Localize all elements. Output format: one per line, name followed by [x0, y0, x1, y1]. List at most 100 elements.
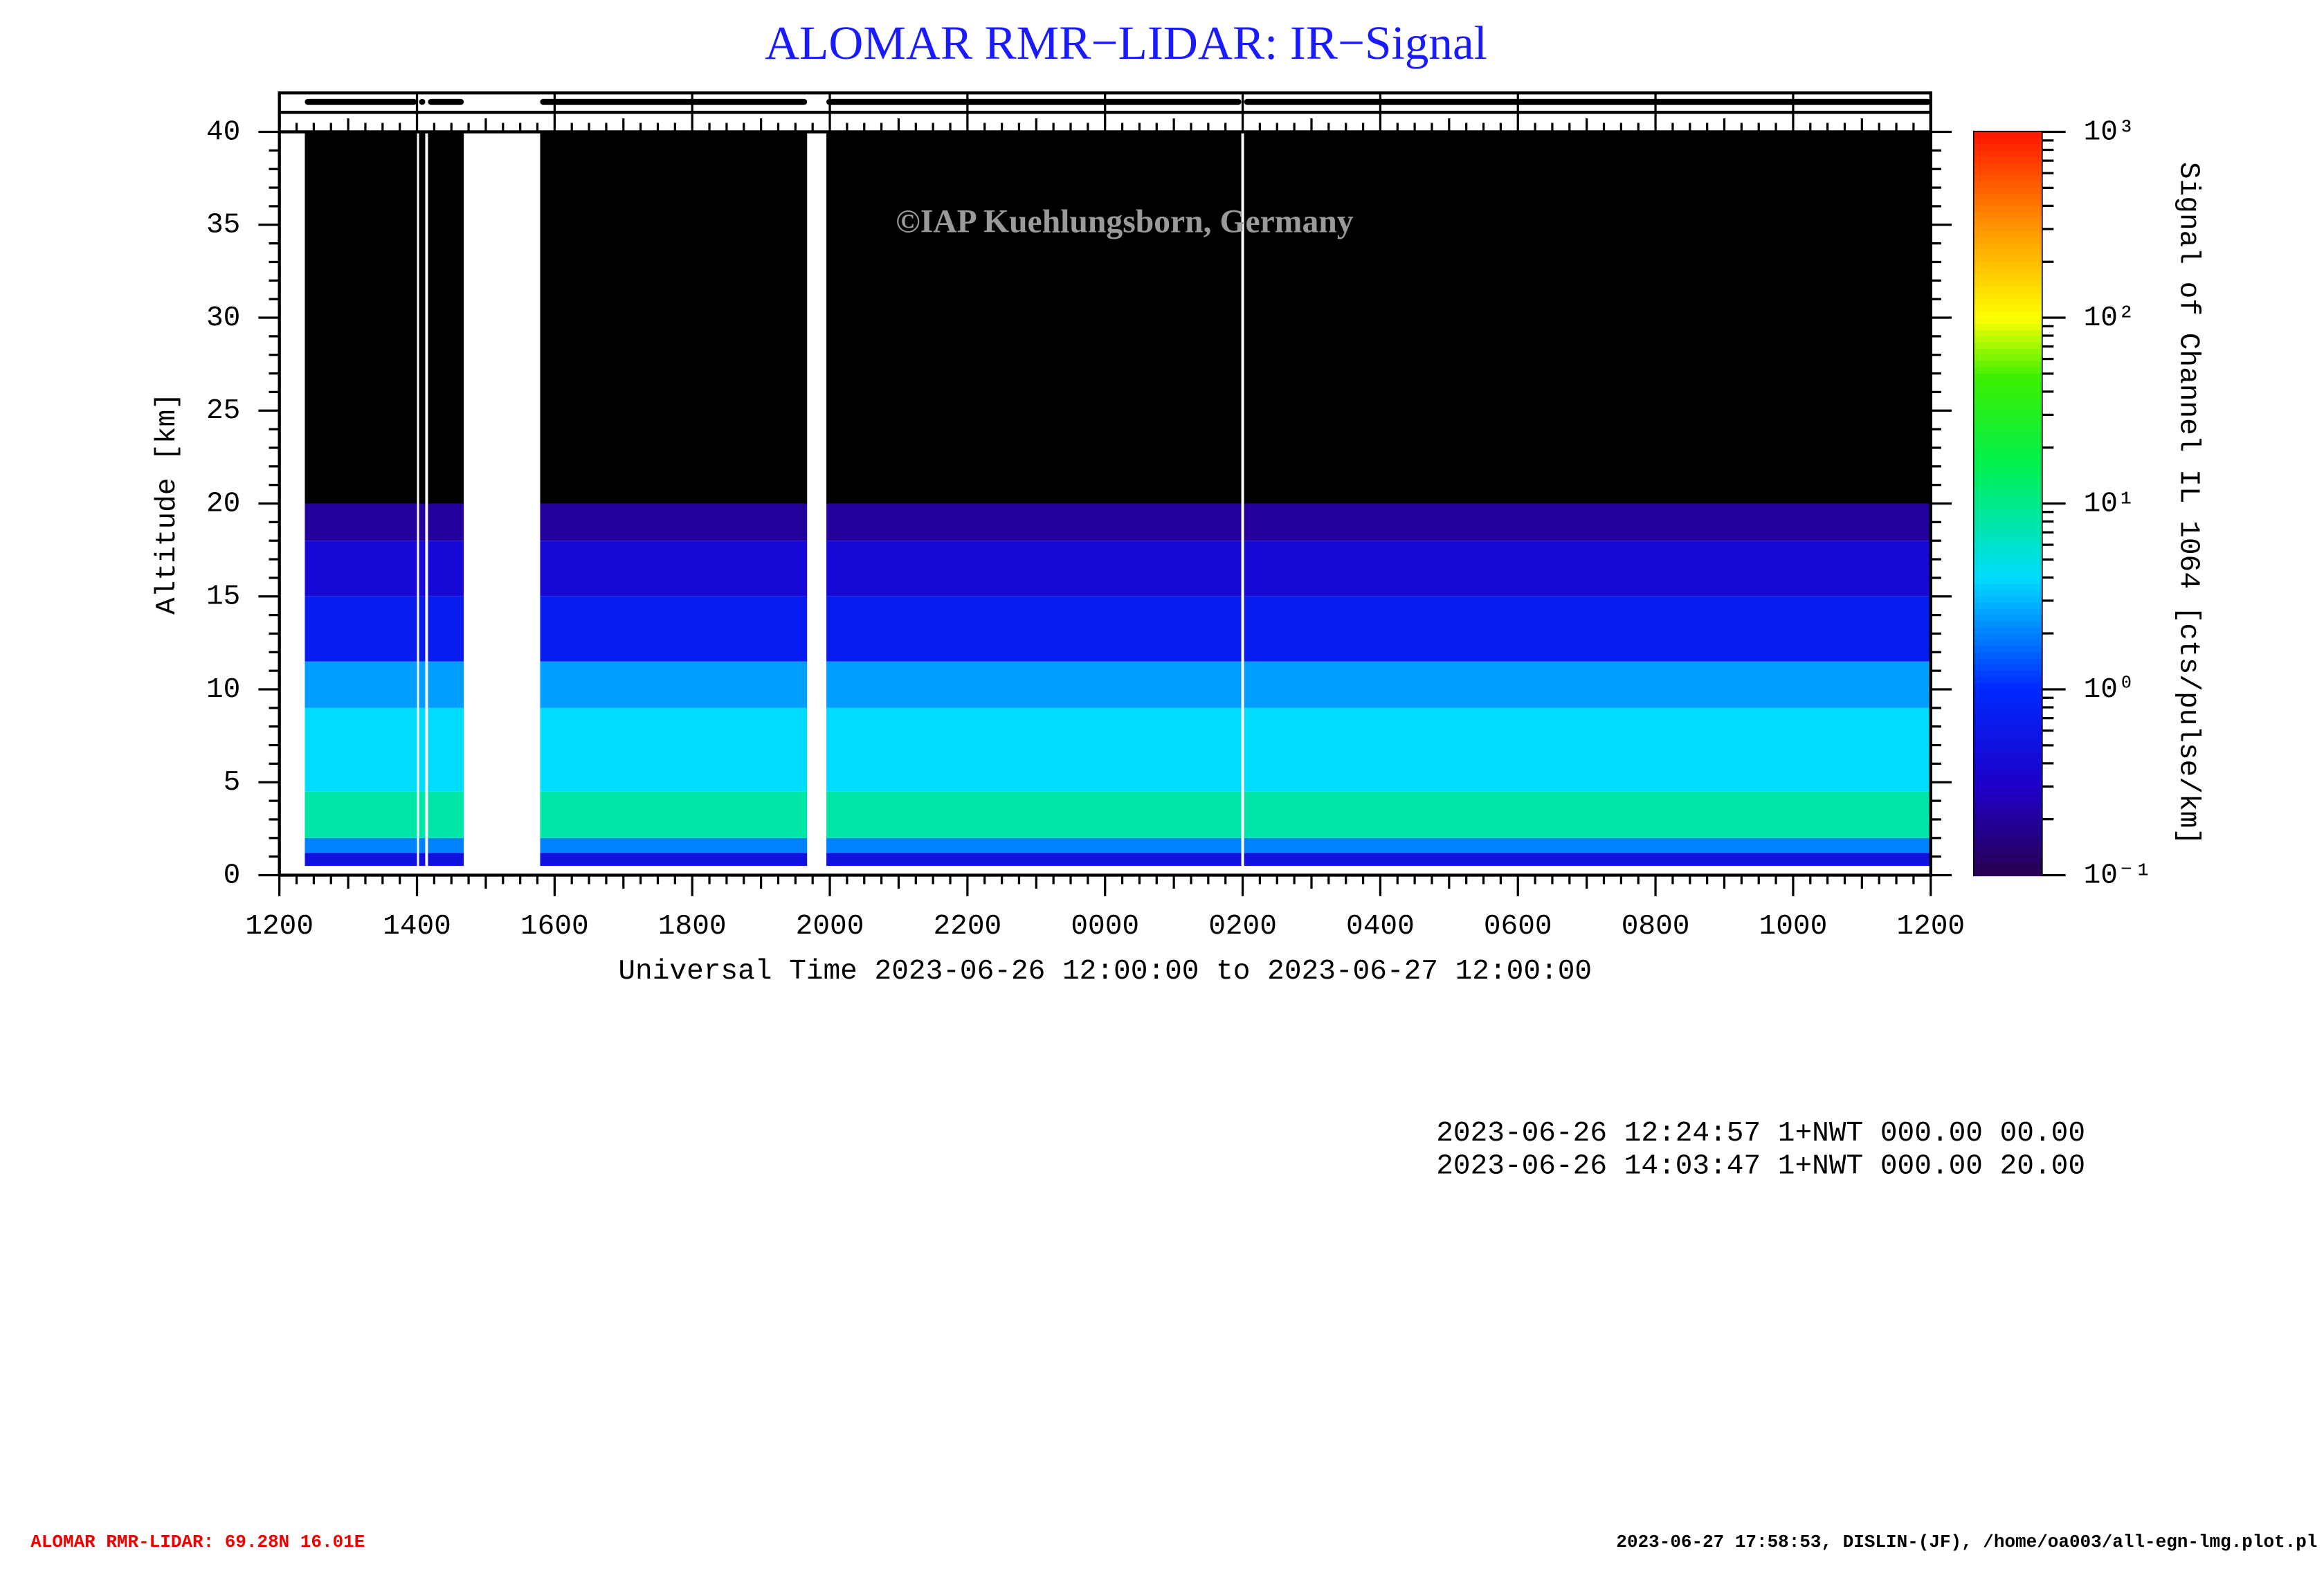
heat-cell: [540, 596, 808, 662]
heat-cell: [540, 661, 808, 708]
colorbar-cell: [1974, 763, 2042, 771]
colorbar-cell: [1974, 522, 2042, 529]
heat-cell: [826, 837, 1242, 853]
colorbar-cell: [1974, 707, 2042, 716]
x-tick-label: 1200: [1896, 911, 1965, 943]
heat-cell: [540, 131, 808, 504]
x-tick-label: 0800: [1622, 911, 1690, 943]
colorbar-cell: [1974, 565, 2042, 573]
colorbar-cell: [1974, 801, 2042, 808]
y-tick-label: 5: [224, 767, 241, 799]
colorbar-cell: [1974, 751, 2042, 759]
heat-cell: [305, 596, 417, 662]
heat-cell: [305, 707, 417, 792]
colorbar-cell: [1974, 199, 2042, 208]
heat-cell: [419, 596, 426, 662]
heat-cell: [419, 707, 426, 792]
colorbar-cell: [1974, 503, 2042, 511]
x-tick-label: 0000: [1071, 911, 1139, 943]
colorbar-cell: [1974, 608, 2042, 616]
colorbar-cell: [1974, 460, 2042, 468]
colorbar-tick-label: 10⁻¹: [2084, 860, 2152, 891]
colorbar-cell: [1974, 305, 2042, 313]
x-tick-label: 1000: [1759, 911, 1828, 943]
colorbar-cell: [1974, 534, 2042, 542]
y-tick-label: 10: [206, 674, 240, 706]
colorbar-cell: [1974, 726, 2042, 734]
colorbar-cell: [1974, 640, 2042, 647]
chart-title: ALOMAR RMR−LIDAR: IR−Signal: [765, 16, 1487, 69]
colorbar-cell: [1974, 442, 2042, 449]
availability-bar: [540, 98, 808, 105]
colorbar-cell: [1974, 447, 2042, 455]
colorbar-cell: [1974, 379, 2042, 387]
colorbar-cell: [1974, 776, 2042, 783]
heat-cell: [428, 791, 464, 838]
colorbar-cell: [1974, 212, 2042, 220]
heat-cell: [428, 541, 464, 597]
heat-cell: [305, 791, 417, 838]
colorbar-cell: [1974, 745, 2042, 752]
availability-bar: [419, 98, 426, 105]
colorbar-cell: [1974, 243, 2042, 251]
colorbar-tick-label: 10²: [2084, 302, 2135, 334]
colorbar-cell: [1974, 144, 2042, 152]
heat-cell: [540, 707, 808, 792]
heat-cell: [428, 837, 464, 853]
colorbar-cell: [1974, 367, 2042, 374]
colorbar-cell: [1974, 131, 2042, 139]
heat-cell: [826, 541, 1242, 597]
availability-bar: [428, 98, 464, 105]
colorbar-cell: [1974, 553, 2042, 561]
colorbar-cell: [1974, 602, 2042, 610]
colorbar-cell: [1974, 181, 2042, 189]
heat-cell: [1244, 503, 1931, 541]
heat-cell: [419, 837, 426, 853]
colorbar-cell: [1974, 738, 2042, 746]
heat-cell: [1244, 791, 1931, 838]
colorbar-cell: [1974, 336, 2042, 344]
colorbar-cell: [1974, 590, 2042, 598]
heat-cell: [305, 541, 417, 597]
colorbar-cell: [1974, 373, 2042, 381]
y-tick-label: 20: [206, 488, 240, 520]
colorbar-cell: [1974, 571, 2042, 579]
colorbar-cell: [1974, 819, 2042, 827]
colorbar-cell: [1974, 577, 2042, 586]
colorbar-tick-label: 10³: [2084, 116, 2135, 148]
x-tick-label: 1200: [245, 911, 314, 943]
heat-cell: [305, 661, 417, 708]
colorbar-cell: [1974, 720, 2042, 728]
colorbar-cell: [1974, 386, 2042, 393]
colorbar-cell: [1974, 850, 2042, 858]
heat-cell: [428, 853, 464, 867]
colorbar-tick-label: 10¹: [2084, 488, 2135, 520]
colorbar-cell: [1974, 262, 2042, 269]
colorbar-cell: [1974, 652, 2042, 660]
colorbar-cell: [1974, 695, 2042, 703]
colorbar-cell: [1974, 714, 2042, 722]
colorbar-cell: [1974, 627, 2042, 635]
colorbar-cell: [1974, 150, 2042, 158]
colorbar-cell: [1974, 472, 2042, 480]
heat-cell: [428, 503, 464, 541]
colorbar-cell: [1974, 509, 2042, 517]
heat-cell: [428, 661, 464, 708]
colorbar-cell: [1974, 230, 2042, 238]
availability-bar: [305, 98, 417, 105]
colorbar-cell: [1974, 646, 2042, 653]
colorbar-cell: [1974, 224, 2042, 233]
colorbar-cell: [1974, 392, 2042, 399]
colorbar-cell: [1974, 813, 2042, 821]
colorbar-cell: [1974, 206, 2042, 214]
heat-cell: [419, 661, 426, 708]
colorbar-cell: [1974, 398, 2042, 406]
x-tick-label: 1800: [658, 911, 727, 943]
colorbar-cell: [1974, 788, 2042, 796]
colorbar-cell: [1974, 770, 2042, 777]
log-line: 2023-06-26 14:03:47 1+NWT 000.00 20.00: [1436, 1150, 2085, 1182]
log-line: 2023-06-26 12:24:57 1+NWT 000.00 00.00: [1436, 1118, 2085, 1150]
colorbar-cell: [1974, 423, 2042, 430]
colorbar-cell: [1974, 596, 2042, 604]
heat-cell: [1244, 541, 1931, 597]
